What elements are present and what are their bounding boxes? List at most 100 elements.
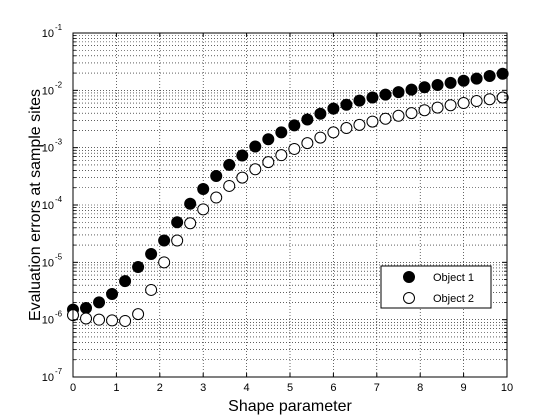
- data-point: [405, 107, 418, 120]
- data-point: [340, 122, 353, 135]
- data-point: [184, 197, 197, 210]
- data-point: [93, 296, 106, 309]
- x-tick-label: 6: [330, 382, 336, 394]
- data-point: [171, 216, 184, 229]
- y-tick-exponent: -5: [55, 252, 63, 261]
- y-tick-label: 10: [42, 143, 54, 155]
- data-point: [145, 283, 158, 296]
- data-point: [132, 260, 145, 273]
- data-point: [236, 149, 249, 162]
- x-tick-label: 9: [461, 382, 467, 394]
- data-point: [496, 91, 509, 104]
- data-point: [197, 183, 210, 196]
- series-2: [67, 91, 509, 327]
- data-point: [405, 83, 418, 96]
- x-tick-label: 3: [200, 382, 206, 394]
- y-tick-label: 10: [42, 85, 54, 97]
- data-point: [470, 95, 483, 108]
- legend-marker: [403, 271, 415, 283]
- data-point: [171, 234, 184, 247]
- data-point: [184, 217, 197, 230]
- data-point: [249, 163, 262, 176]
- data-point: [119, 314, 132, 327]
- data-series: [67, 67, 509, 327]
- x-tick-label: 5: [287, 382, 293, 394]
- x-tick-label: 4: [244, 382, 250, 394]
- data-point: [431, 101, 444, 114]
- data-point: [327, 102, 340, 115]
- data-point: [366, 115, 379, 128]
- data-point: [223, 179, 236, 192]
- legend-box: [380, 265, 492, 309]
- data-point: [93, 313, 106, 326]
- data-point: [418, 104, 431, 117]
- data-point: [223, 158, 236, 171]
- data-point: [301, 137, 314, 150]
- legend-marker: [403, 292, 415, 304]
- legend-label: Object 2: [433, 293, 474, 305]
- y-tick-label: 10: [42, 372, 54, 384]
- data-point: [301, 113, 314, 126]
- legend: Object 1 Object 2: [380, 265, 492, 309]
- data-point: [314, 107, 327, 120]
- data-point: [119, 275, 132, 288]
- data-point: [197, 203, 210, 216]
- legend-label: Object 1: [433, 272, 474, 284]
- series-1: [67, 67, 509, 316]
- y-axis-title: Evaluation errors at sample sites: [27, 89, 44, 321]
- data-point: [418, 81, 431, 94]
- data-point: [288, 119, 301, 132]
- data-point: [275, 149, 288, 162]
- data-point: [353, 94, 366, 107]
- x-tick-label: 1: [113, 382, 119, 394]
- data-point: [106, 314, 119, 327]
- grid: [73, 33, 507, 377]
- x-tick-label: 2: [157, 382, 163, 394]
- y-tick-exponent: -7: [55, 367, 63, 376]
- x-tick-label: 0: [70, 382, 76, 394]
- data-point: [483, 93, 496, 106]
- data-point: [210, 170, 223, 183]
- data-point: [431, 78, 444, 91]
- x-axis-title: Shape parameter: [228, 398, 352, 415]
- data-point: [80, 312, 93, 325]
- data-point: [392, 86, 405, 99]
- data-point: [145, 247, 158, 260]
- y-tick-exponent: -4: [55, 195, 63, 204]
- data-point: [444, 99, 457, 112]
- data-point: [158, 234, 171, 247]
- x-tick-label: 7: [374, 382, 380, 394]
- y-tick-exponent: -6: [55, 310, 63, 319]
- data-point: [249, 140, 262, 153]
- y-tick-label: 10: [42, 28, 54, 40]
- data-point: [132, 308, 145, 321]
- data-point: [483, 69, 496, 82]
- data-point: [470, 72, 483, 85]
- x-tick-label: 8: [417, 382, 423, 394]
- data-point: [444, 76, 457, 89]
- data-point: [353, 118, 366, 131]
- data-point: [158, 256, 171, 269]
- data-point: [496, 67, 509, 80]
- data-point: [366, 91, 379, 104]
- data-point: [288, 142, 301, 155]
- data-point: [314, 131, 327, 144]
- data-point: [106, 288, 119, 301]
- data-point: [80, 301, 93, 314]
- data-point: [262, 156, 275, 169]
- x-tick-label: 10: [501, 382, 513, 394]
- data-point: [340, 98, 353, 111]
- data-point: [262, 133, 275, 146]
- data-point: [457, 97, 470, 110]
- data-point: [236, 171, 249, 184]
- y-tick-label: 10: [42, 257, 54, 269]
- y-tick-label: 10: [42, 200, 54, 212]
- data-point: [457, 74, 470, 87]
- data-point: [327, 126, 340, 139]
- y-tick-label: 10: [42, 315, 54, 327]
- data-point: [379, 88, 392, 101]
- y-tick-exponent: -2: [55, 80, 63, 89]
- y-tick-exponent: -1: [55, 23, 63, 32]
